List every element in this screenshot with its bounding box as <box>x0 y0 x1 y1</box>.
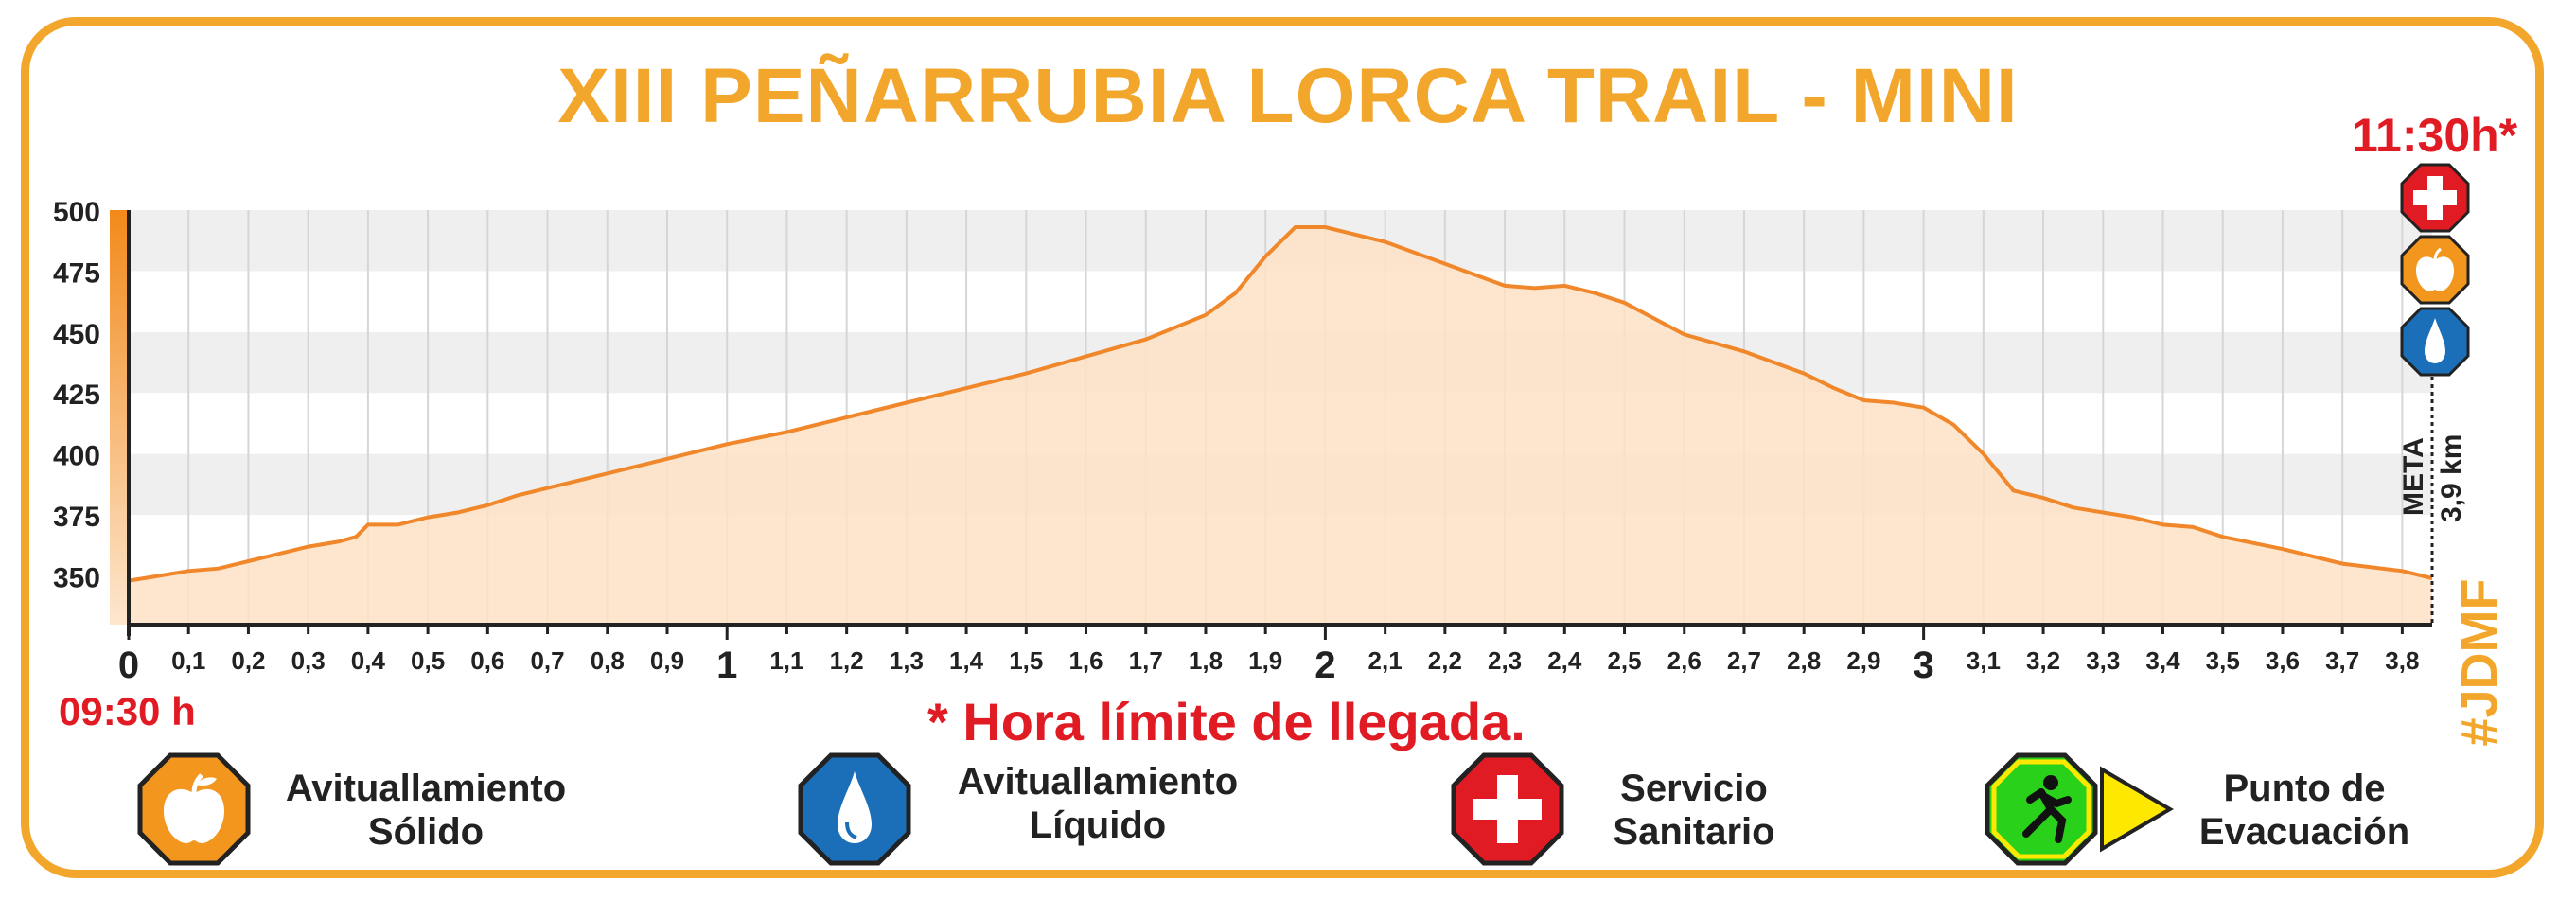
medical-cross-icon <box>1451 752 1564 871</box>
y-tick-label: 375 <box>53 502 100 533</box>
water-drop-icon <box>798 752 911 871</box>
x-tick-label: 1,6 <box>1068 646 1103 675</box>
x-tick-label: 0,6 <box>470 646 504 675</box>
x-tick-label: 3,8 <box>2385 646 2419 675</box>
x-tick-label: 1,3 <box>890 646 924 675</box>
x-tick-label: 1,7 <box>1129 646 1163 675</box>
legend-label-liquid: Avituallamiento Líquido <box>957 761 1239 846</box>
runner-evacuation-icon <box>1985 752 2174 871</box>
x-tick-label: 2,7 <box>1727 646 1761 675</box>
medical-cross-icon <box>2400 163 2470 238</box>
x-tick-label: 2,6 <box>1667 646 1702 675</box>
x-tick-label: 0 <box>118 645 139 686</box>
x-tick-label: 1,2 <box>830 646 864 675</box>
x-tick-label: 0,1 <box>171 646 205 675</box>
x-tick-label: 0,7 <box>530 646 564 675</box>
y-tick-label: 500 <box>53 197 100 228</box>
x-tick-label: 2,9 <box>1846 646 1880 675</box>
y-tick-label: 425 <box>53 380 100 411</box>
x-tick-label: 0,3 <box>291 646 326 675</box>
x-tick-label: 1,5 <box>1009 646 1043 675</box>
x-tick-label: 1,8 <box>1189 646 1223 675</box>
water-drop-icon <box>2400 307 2470 381</box>
x-tick-label: 3,3 <box>2086 646 2120 675</box>
legend-label-medical: Servicio Sanitario <box>1613 768 1775 853</box>
y-tick-label: 475 <box>53 257 100 289</box>
y-tick-label: 450 <box>53 319 100 350</box>
x-tick-label: 3,7 <box>2325 646 2359 675</box>
x-tick-label: 3 <box>1913 645 1933 686</box>
y-tick-label: 400 <box>53 441 100 472</box>
legend-label-evacuation: Punto de Evacuación <box>2198 768 2410 853</box>
x-tick-label: 2 <box>1314 645 1335 686</box>
x-tick-label: 3,5 <box>2206 646 2240 675</box>
finish-distance: 3,9 km <box>2436 434 2467 522</box>
y-tick-label: 350 <box>53 562 100 593</box>
x-tick-label: 1,4 <box>949 646 984 675</box>
x-tick-label: 2,8 <box>1787 646 1821 675</box>
x-tick-label: 1,9 <box>1248 646 1282 675</box>
x-tick-label: 0,4 <box>351 646 386 675</box>
page-title: XIII PEÑARRUBIA LORCA TRAIL - MINI <box>557 53 2019 139</box>
x-tick-label: 2,3 <box>1488 646 1522 675</box>
legend-label-solid: Avituallamiento Sólido <box>285 768 567 853</box>
x-tick-label: 3,1 <box>1967 646 2001 675</box>
x-tick-label: 2,2 <box>1428 646 1462 675</box>
outer-frame <box>21 17 2544 878</box>
x-tick-label: 1,1 <box>769 646 803 675</box>
x-tick-label: 2,4 <box>1547 646 1582 675</box>
x-tick-label: 3,6 <box>2266 646 2300 675</box>
elevation-area <box>129 227 2432 625</box>
x-tick-label: 0,8 <box>591 646 625 675</box>
x-tick-label: 3,4 <box>2145 646 2180 675</box>
x-tick-label: 2,1 <box>1368 646 1403 675</box>
y-axis-bar <box>110 210 129 625</box>
finish-time-limit: 11:30h* <box>2352 109 2518 162</box>
x-tick-label: 0,2 <box>231 646 265 675</box>
elevation-line <box>128 225 2433 583</box>
x-tick-label: 0,9 <box>650 646 684 675</box>
apple-icon <box>2400 235 2470 309</box>
x-tick-label: 0,5 <box>411 646 445 675</box>
apple-icon <box>137 752 251 871</box>
x-tick-label: 3,2 <box>2026 646 2060 675</box>
time-limit-note: * Hora límite de llegada. <box>927 692 1526 751</box>
x-tick-label: 1 <box>716 645 737 686</box>
x-tick-label: 2,5 <box>1607 646 1641 675</box>
start-time: 09:30 h <box>59 689 196 733</box>
finish-label: META <box>2398 437 2429 516</box>
